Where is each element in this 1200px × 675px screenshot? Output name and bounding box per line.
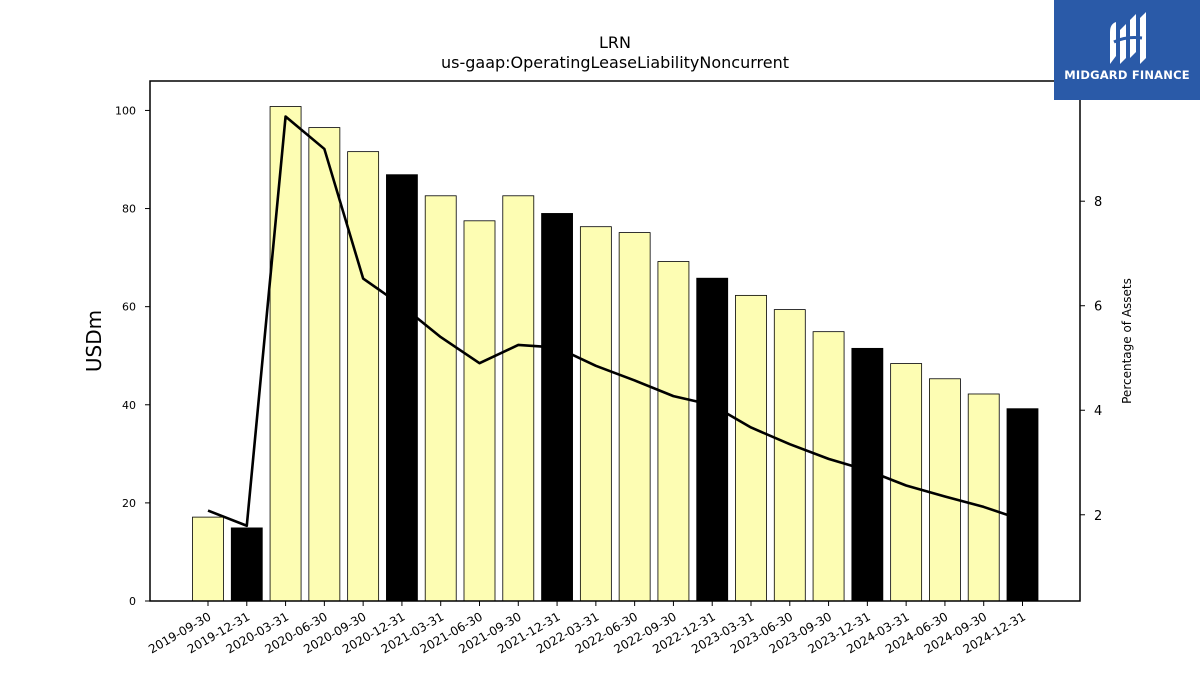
bar <box>386 174 418 602</box>
y2-axis-label: Percentage of Assets <box>1120 278 1134 404</box>
bar <box>269 106 302 602</box>
y2-tick-label: 2 <box>1094 509 1102 524</box>
y-tick-label: 40 <box>122 399 136 412</box>
bar <box>347 151 380 602</box>
percentage-line <box>207 115 1023 528</box>
bar <box>967 393 1000 602</box>
bar <box>463 220 496 602</box>
bar <box>773 309 806 602</box>
y-tick-label: 20 <box>122 497 136 510</box>
bar <box>541 213 573 602</box>
bar <box>424 195 457 602</box>
y2-tick-label: 6 <box>1094 300 1102 315</box>
bar <box>308 127 341 602</box>
brand-logo: MIDGARD FINANCE <box>1054 0 1200 100</box>
bar <box>579 226 612 602</box>
bar <box>192 516 224 602</box>
bar <box>1006 408 1039 602</box>
y-tick-label: 100 <box>115 104 136 117</box>
y2-tick-label: 4 <box>1094 404 1102 419</box>
chart-subtitle: us-gaap:OperatingLeaseLiabilityNoncurren… <box>441 53 789 72</box>
logo-text: MIDGARD FINANCE <box>1064 68 1190 82</box>
plot-frame <box>149 80 1081 602</box>
bar <box>230 527 263 602</box>
y-tick-label: 80 <box>122 203 136 216</box>
bar <box>696 277 729 602</box>
bar <box>502 195 535 602</box>
y-axis-label: USDm <box>82 310 106 372</box>
y-tick-label: 60 <box>122 301 136 314</box>
bar <box>618 232 651 602</box>
chart-title: LRN <box>599 33 631 52</box>
y2-tick-label: 8 <box>1094 195 1102 210</box>
y-tick-label: 0 <box>129 595 136 608</box>
bar <box>657 261 690 602</box>
plot-area: 02040608010024682019-09-302019-12-312020… <box>115 80 1102 656</box>
bar <box>812 331 845 602</box>
bar <box>929 378 961 602</box>
bar <box>735 294 767 602</box>
midgard-logo-icon <box>1110 12 1146 64</box>
